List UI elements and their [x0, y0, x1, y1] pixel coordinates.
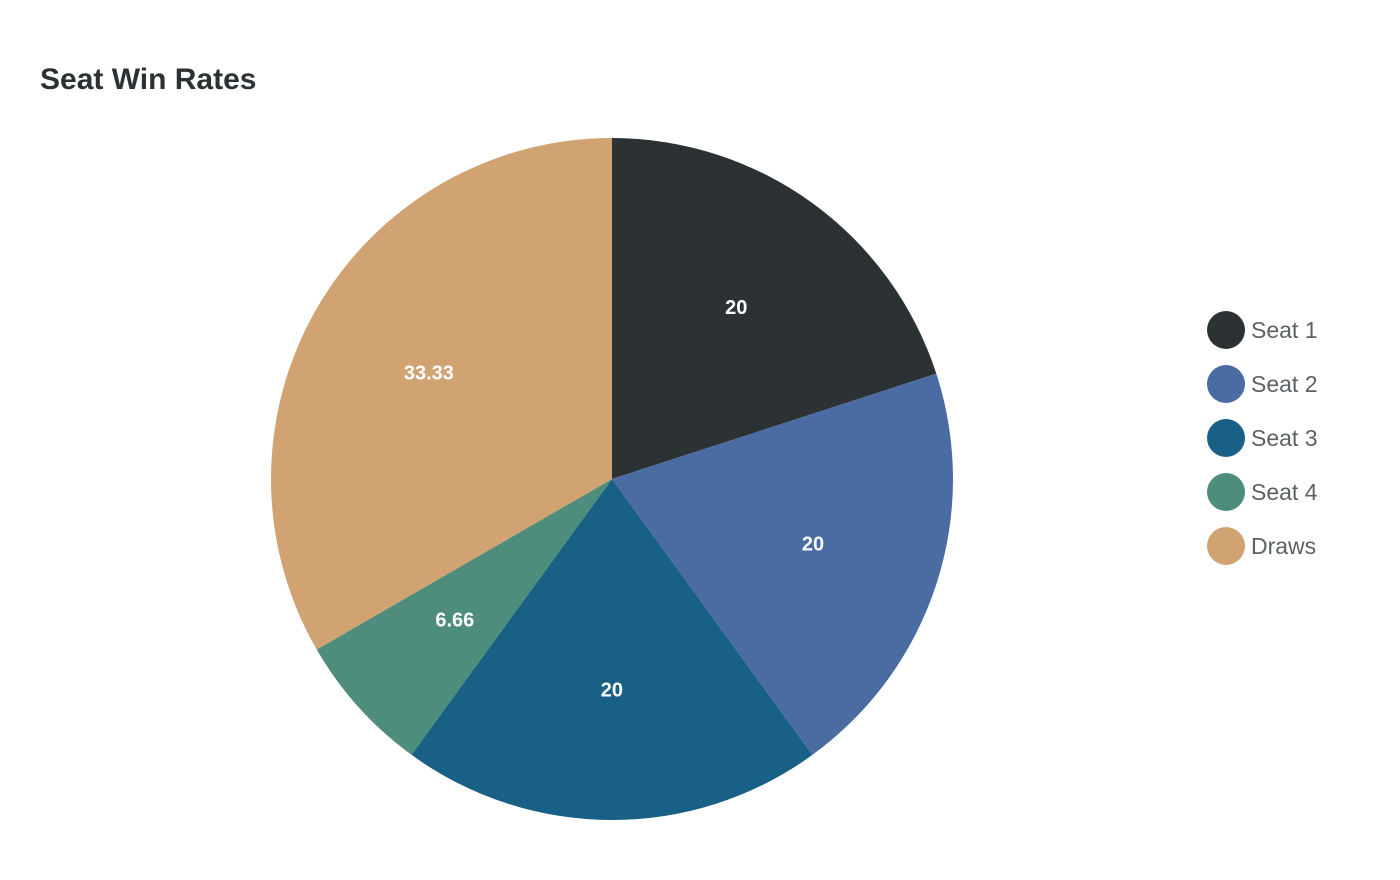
legend-swatch-seat-1	[1207, 311, 1245, 349]
chart-title: Seat Win Rates	[40, 63, 257, 96]
legend-label-draws: Draws	[1251, 532, 1317, 559]
legend-swatch-seat-2	[1207, 365, 1245, 403]
legend-item-seat-3[interactable]: Seat 3	[1207, 411, 1318, 465]
legend-swatch-seat-3	[1207, 419, 1245, 457]
legend-item-seat-1[interactable]: Seat 1	[1207, 303, 1318, 357]
pie-slice-seat-3[interactable]	[411, 479, 813, 821]
legend-label-seat-4: Seat 4	[1251, 478, 1318, 505]
slice-label-draws: 33.33	[404, 362, 454, 384]
legend-label-seat-3: Seat 3	[1251, 424, 1318, 451]
legend: Seat 1 Seat 2 Seat 3 Seat 4 Draws	[1207, 303, 1318, 573]
pie-slice-seat-2[interactable]	[612, 373, 953, 755]
legend-item-seat-4[interactable]: Seat 4	[1207, 465, 1318, 519]
legend-swatch-seat-4	[1207, 473, 1245, 511]
legend-label-seat-1: Seat 1	[1251, 316, 1318, 343]
pie-slice-draws[interactable]	[271, 138, 612, 650]
slice-label-seat-2: 20	[802, 533, 824, 555]
legend-item-seat-2[interactable]: Seat 2	[1207, 357, 1318, 411]
legend-label-seat-2: Seat 2	[1251, 370, 1318, 397]
pie-slice-seat-1[interactable]	[612, 138, 937, 479]
slice-label-seat-3: 20	[601, 679, 623, 701]
legend-swatch-draws	[1207, 527, 1245, 565]
slice-label-seat-1: 20	[725, 297, 747, 319]
legend-item-draws[interactable]: Draws	[1207, 519, 1318, 573]
slice-label-seat-4: 6.66	[435, 609, 474, 631]
pie-slice-seat-4[interactable]	[316, 479, 612, 755]
